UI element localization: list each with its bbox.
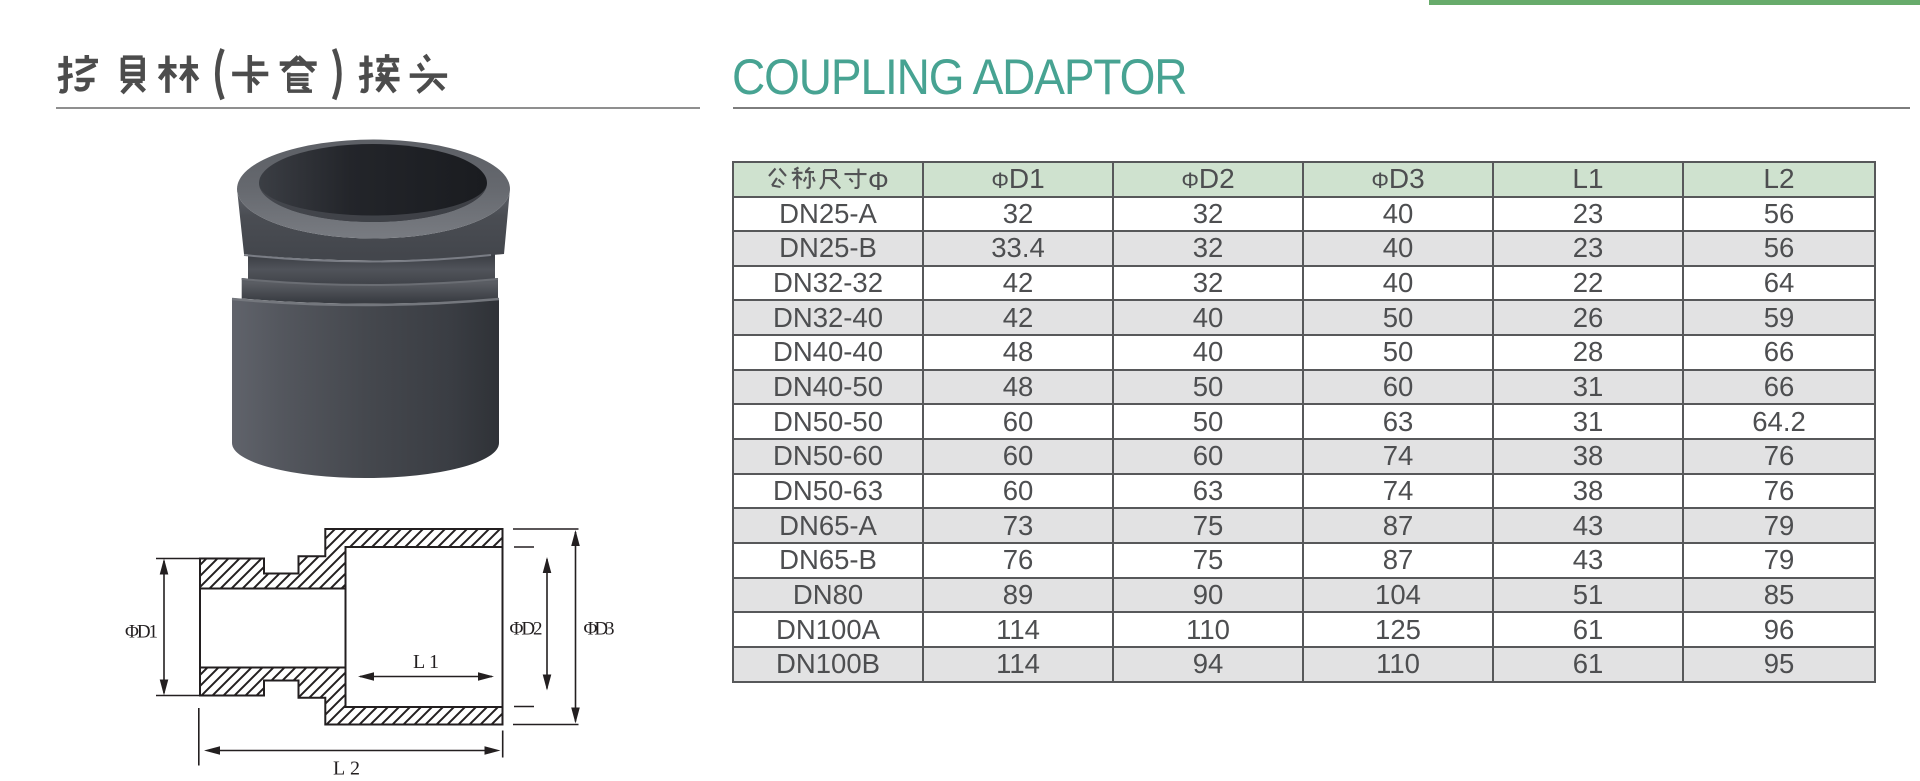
svg-text:ΦD2: ΦD2 bbox=[510, 619, 543, 640]
svg-text:L1: L1 bbox=[413, 651, 439, 673]
svg-text:ΦD3: ΦD3 bbox=[584, 619, 615, 640]
svg-text:L2: L2 bbox=[333, 758, 360, 780]
svg-text:ΦD1: ΦD1 bbox=[125, 622, 158, 643]
svg-text:Φ: Φ bbox=[868, 166, 889, 193]
